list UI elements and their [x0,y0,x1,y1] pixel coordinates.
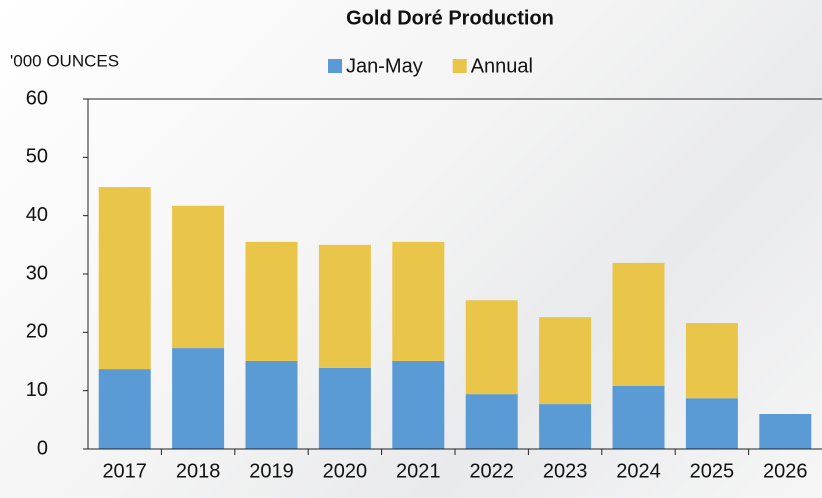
y-axis-label: '000 OUNCES [10,51,119,70]
bar-segment [245,241,298,361]
x-tick-label: 2017 [102,460,147,482]
legend-swatch [452,59,467,73]
bar-segment [392,360,445,449]
bar-segment [759,414,812,449]
bar-segment [98,187,151,370]
bar-segment [392,241,445,361]
y-tick-label: 30 [26,262,48,284]
bar-segment [539,404,592,449]
bar-segment [612,262,665,386]
bar-segment [172,205,225,349]
bar-segment [245,360,298,449]
legend-label: Jan-May [346,55,423,77]
x-tick-label: 2020 [323,460,368,482]
y-tick-label: 50 [26,146,48,168]
bar-segment [612,386,665,449]
x-tick-label: 2024 [616,460,661,482]
x-tick-label: 2023 [543,460,588,482]
x-tick-label: 2018 [176,460,221,482]
bar-segment [172,348,225,449]
bar-segment [685,323,738,399]
y-tick-label: 40 [26,204,48,226]
legend-swatch [328,59,342,73]
bar-segment [465,394,518,449]
bar-segment [98,369,151,449]
bar-segment [685,398,738,449]
bar-segment [318,367,371,449]
bar-segment [465,300,518,395]
y-tick-label: 0 [37,437,48,459]
x-tick-label: 2019 [249,460,294,482]
bar-segment [318,244,371,368]
x-tick-label: 2021 [396,460,441,482]
x-tick-label: 2022 [469,460,514,482]
y-tick-label: 20 [26,321,48,343]
legend-label: Annual [471,55,533,77]
x-tick-label: 2026 [763,460,808,482]
chart-title: Gold Doré Production [346,7,554,29]
y-tick-label: 10 [26,379,48,401]
x-tick-label: 2025 [690,460,735,482]
bar-segment [539,317,592,405]
y-tick-label: 60 [26,87,48,109]
